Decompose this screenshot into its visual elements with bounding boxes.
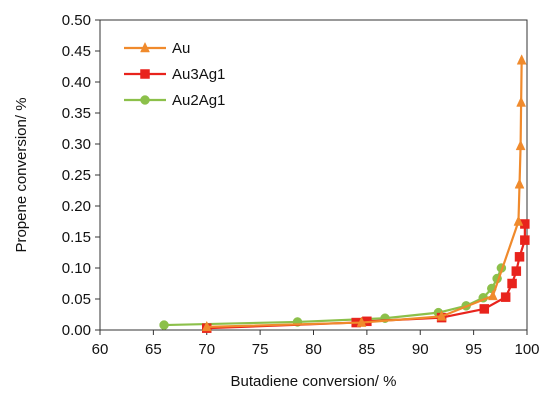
series-au2ag1 [159,263,507,330]
square-marker [520,235,530,245]
y-tick-label: 0.05 [62,291,91,308]
legend-label: Au2Ag1 [172,92,225,109]
y-tick-label: 0.20 [62,198,91,215]
y-tick-label: 0.50 [62,12,91,29]
triangle-marker [515,139,526,151]
y-axis-ticks: 0.00 0.05 0.10 0.15 0.20 0.25 0.30 0.35 0.40 0.45… [62,12,100,339]
triangle-marker [356,316,367,327]
x-tick-label: 70 [198,341,215,358]
legend-label: Au [172,40,190,57]
y-axis-title: Propene conversion/ % [13,97,30,252]
x-tick-label: 80 [305,341,322,358]
y-tick-label: 0.30 [62,136,91,153]
legend-label: Au3Ag1 [172,66,225,83]
series-line [206,60,523,328]
triangle-marker [514,178,525,189]
series-au [201,54,527,332]
legend-triangle-marker [140,41,150,53]
square-marker [500,292,511,302]
triangle-marker [201,320,212,332]
triangle-marker [513,215,524,226]
x-tick-label: 100 [514,341,539,358]
x-axis-ticks: 60 65 70 75 80 85 90 95 100 [92,330,540,358]
series-line [206,223,526,330]
triangle-marker [436,310,447,321]
x-tick-label: 90 [412,341,429,358]
legend-circle-marker [140,95,150,105]
y-tick-label: 0.15 [62,229,91,246]
triangle-marker [516,54,527,65]
legend-item: Au2Ag1 [124,92,225,109]
square-marker [479,304,490,314]
x-tick-label: 85 [359,341,376,358]
y-tick-label: 0.35 [62,105,91,122]
y-tick-label: 0.45 [62,43,91,60]
triangle-marker [516,96,527,107]
y-tick-label: 0.10 [62,260,91,277]
y-tick-label: 0.00 [62,322,91,339]
series-layer [159,54,530,333]
plot-area [99,19,528,331]
y-tick-label: 0.25 [62,167,91,184]
x-tick-label: 75 [252,341,269,358]
y-tick-label: 0.40 [62,74,91,91]
x-tick-label: 95 [465,341,482,358]
legend-square-marker [140,69,150,79]
circle-marker [159,320,169,330]
x-tick-label: 60 [92,341,109,358]
legend: Au Au3Ag1 Au2Ag1 [124,40,225,109]
legend-item: Au [124,40,190,57]
square-marker [514,252,525,262]
series-au3ag1 [202,219,530,333]
x-tick-label: 65 [145,341,162,358]
x-axis-title: Butadiene conversion/ % [231,373,397,390]
square-marker [511,266,522,276]
triangle-marker [487,289,498,301]
legend-item: Au3Ag1 [124,66,225,83]
square-marker [507,278,517,289]
